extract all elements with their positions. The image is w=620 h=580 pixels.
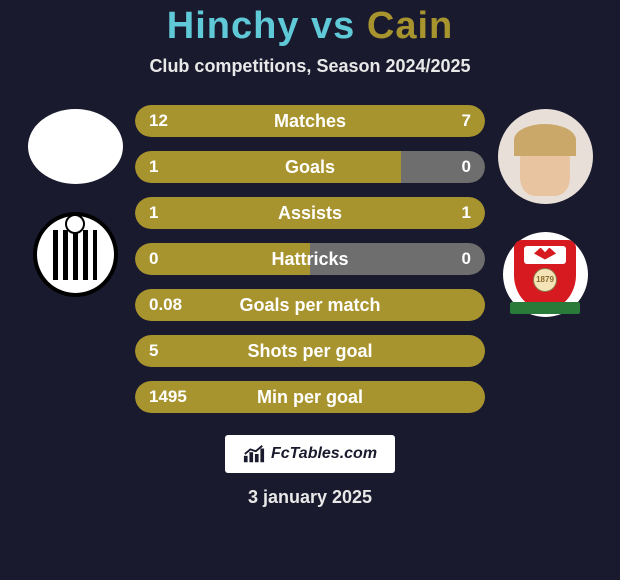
stat-value-right: 7 bbox=[411, 111, 471, 131]
shield-icon: 1879 bbox=[514, 240, 576, 310]
stat-label: Hattricks bbox=[209, 249, 411, 270]
footer: FcTables.com 3 january 2025 bbox=[225, 435, 395, 508]
hair-icon bbox=[514, 124, 576, 156]
stat-value-left: 0 bbox=[149, 249, 209, 269]
player1-avatar bbox=[28, 109, 123, 184]
stat-label: Shots per goal bbox=[209, 341, 411, 362]
stat-row: 1Goals0 bbox=[135, 151, 485, 183]
stat-value-left: 1 bbox=[149, 157, 209, 177]
stat-value-left: 0.08 bbox=[149, 295, 209, 315]
crest-top-icon bbox=[524, 246, 566, 264]
stat-label: Min per goal bbox=[209, 387, 411, 408]
stat-row: 1495Min per goal bbox=[135, 381, 485, 413]
player2-club-crest: 1879 bbox=[503, 232, 588, 317]
year-ball-icon: 1879 bbox=[533, 268, 557, 292]
stat-row: 0Hattricks0 bbox=[135, 243, 485, 275]
stat-value-left: 1495 bbox=[149, 387, 209, 407]
stat-value-left: 1 bbox=[149, 203, 209, 223]
bird-icon bbox=[534, 248, 556, 260]
stat-row: 0.08Goals per match bbox=[135, 289, 485, 321]
stat-value-right: 0 bbox=[411, 157, 471, 177]
stat-label: Goals bbox=[209, 157, 411, 178]
stat-value-left: 5 bbox=[149, 341, 209, 361]
ball-icon bbox=[65, 214, 85, 234]
brand-badge[interactable]: FcTables.com bbox=[225, 435, 395, 473]
player2-avatar bbox=[498, 109, 593, 204]
stat-label: Assists bbox=[209, 203, 411, 224]
stat-value-right: 0 bbox=[411, 249, 471, 269]
stats-table: 12Matches71Goals01Assists10Hattricks00.0… bbox=[135, 105, 485, 413]
player2-name: Cain bbox=[367, 5, 453, 47]
player1-club-crest bbox=[33, 212, 118, 297]
chart-icon bbox=[243, 444, 265, 464]
stat-row: 12Matches7 bbox=[135, 105, 485, 137]
banner-icon bbox=[510, 302, 580, 314]
brand-text: FcTables.com bbox=[271, 445, 377, 463]
page-title: Hinchy vs Cain bbox=[167, 5, 453, 48]
date-text: 3 january 2025 bbox=[248, 487, 372, 508]
stat-label: Matches bbox=[209, 111, 411, 132]
stat-row: 5Shots per goal bbox=[135, 335, 485, 367]
content-row: 12Matches71Goals01Assists10Hattricks00.0… bbox=[0, 105, 620, 413]
notts-stripes-icon bbox=[53, 230, 97, 280]
stat-row: 1Assists1 bbox=[135, 197, 485, 229]
stat-value-left: 12 bbox=[149, 111, 209, 131]
player1-name: Hinchy bbox=[167, 5, 300, 47]
right-column: 1879 bbox=[485, 105, 605, 317]
subtitle: Club competitions, Season 2024/2025 bbox=[149, 56, 470, 77]
face-icon bbox=[520, 136, 570, 196]
vs-word: vs bbox=[311, 5, 355, 47]
comparison-card: Hinchy vs Cain Club competitions, Season… bbox=[0, 0, 620, 580]
stat-value-right: 1 bbox=[411, 203, 471, 223]
left-column bbox=[15, 105, 135, 297]
stat-label: Goals per match bbox=[209, 295, 411, 316]
